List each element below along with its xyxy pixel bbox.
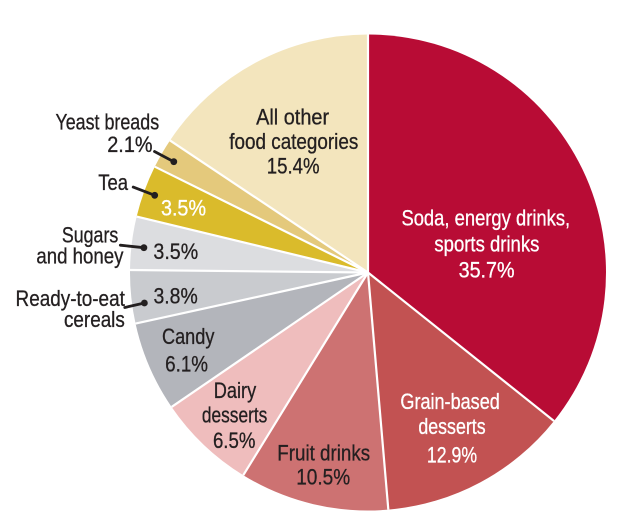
svg-text:3.8%: 3.8% bbox=[153, 283, 197, 308]
svg-text:and honey: and honey bbox=[36, 244, 123, 269]
svg-text:Soda, energy drinks,: Soda, energy drinks, bbox=[401, 205, 570, 230]
svg-text:All other: All other bbox=[256, 105, 329, 130]
svg-text:Yeast breads: Yeast breads bbox=[55, 109, 159, 134]
svg-text:10.5%: 10.5% bbox=[296, 464, 350, 489]
svg-text:sports drinks: sports drinks bbox=[434, 232, 539, 257]
svg-text:Dairy: Dairy bbox=[214, 378, 256, 403]
svg-text:cereals: cereals bbox=[64, 307, 125, 332]
svg-text:Grain-based: Grain-based bbox=[400, 389, 499, 414]
svg-text:desserts: desserts bbox=[418, 414, 485, 439]
svg-text:Ready-to-eat: Ready-to-eat bbox=[16, 286, 125, 311]
svg-text:Fruit drinks: Fruit drinks bbox=[277, 441, 370, 466]
svg-text:15.4%: 15.4% bbox=[267, 154, 320, 179]
svg-text:food categories: food categories bbox=[229, 129, 358, 154]
svg-text:3.5%: 3.5% bbox=[161, 196, 206, 221]
svg-text:6.5%: 6.5% bbox=[213, 428, 256, 453]
svg-text:6.1%: 6.1% bbox=[165, 352, 208, 377]
svg-text:Sugars: Sugars bbox=[62, 223, 118, 248]
svg-text:35.7%: 35.7% bbox=[459, 257, 515, 282]
svg-text:Tea: Tea bbox=[98, 170, 128, 195]
svg-text:Candy: Candy bbox=[162, 324, 214, 349]
svg-text:12.9%: 12.9% bbox=[427, 443, 477, 468]
svg-text:2.1%: 2.1% bbox=[107, 132, 152, 157]
svg-text:desserts: desserts bbox=[202, 403, 267, 428]
svg-text:3.5%: 3.5% bbox=[153, 239, 198, 264]
